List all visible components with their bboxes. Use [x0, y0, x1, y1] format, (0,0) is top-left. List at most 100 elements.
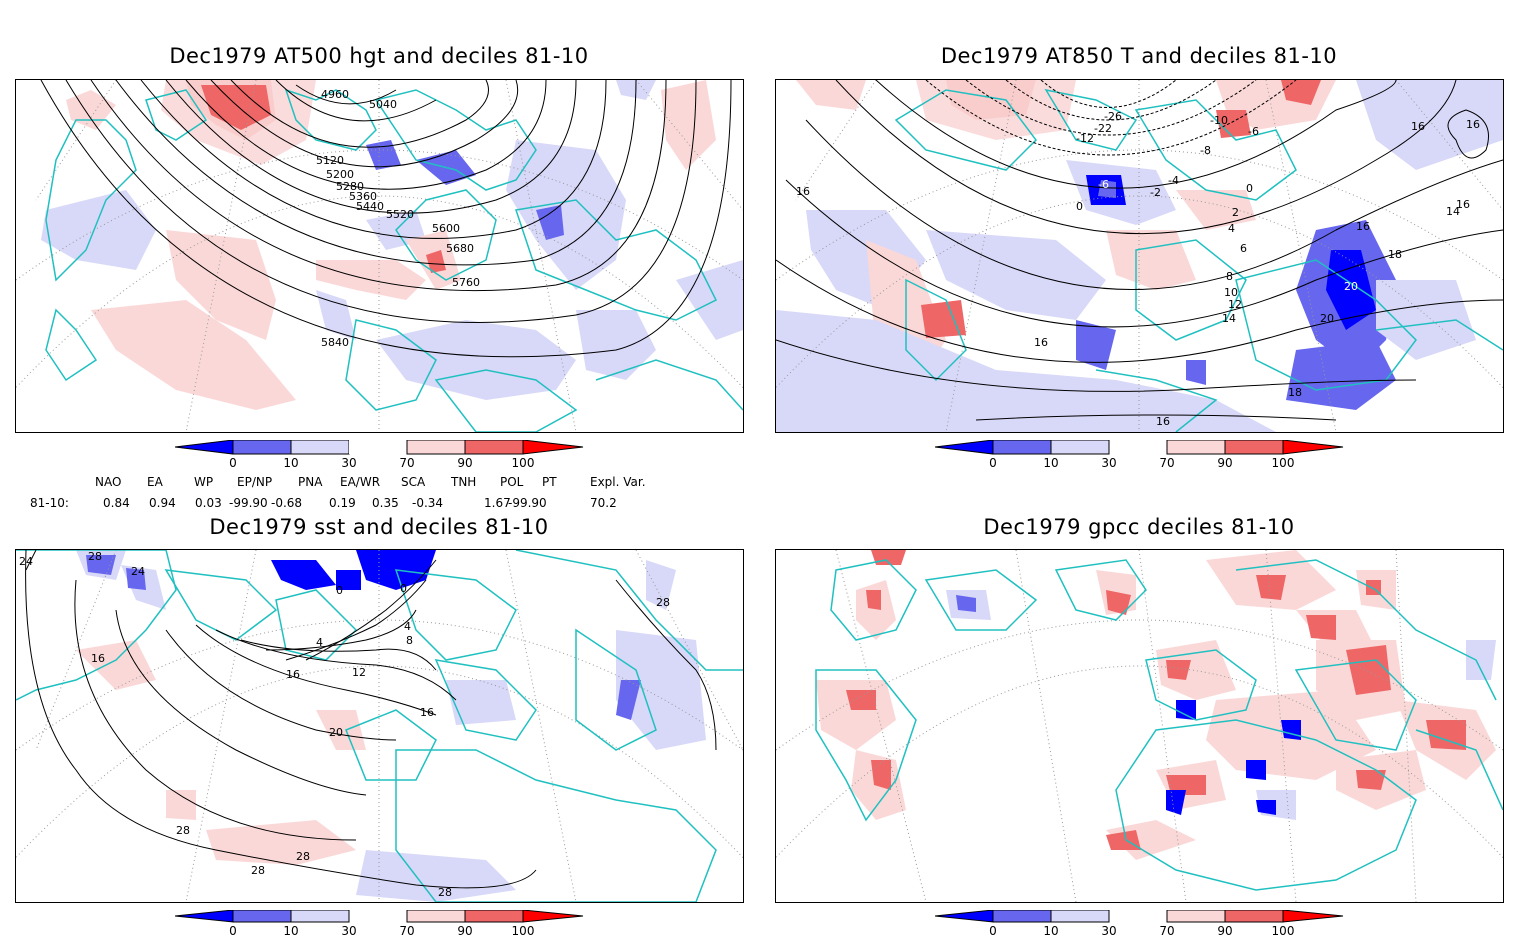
- svg-text:18: 18: [1388, 248, 1402, 261]
- svg-text:18: 18: [1288, 386, 1302, 399]
- map-t850-canvas: -26-22-12 -10-6-8 -6 -4-2 002 468 101214 …: [776, 80, 1503, 432]
- colorbar-hgt500-bar: [174, 439, 584, 455]
- index-header: Expl. Var.: [590, 475, 646, 489]
- svg-text:16: 16: [286, 668, 300, 681]
- svg-text:16: 16: [1466, 118, 1480, 131]
- colorbar-t850-bar: [934, 439, 1344, 455]
- cb-label: 90: [457, 924, 473, 938]
- cb-label: 70: [1159, 456, 1175, 470]
- index-value: 0.35: [372, 496, 399, 510]
- cb-label: 30: [341, 456, 357, 470]
- cb-label: 30: [341, 924, 357, 938]
- index-header: EP/NP: [237, 475, 273, 489]
- map-gpcc-canvas: [776, 550, 1503, 902]
- svg-text:20: 20: [329, 726, 343, 739]
- colorbar-sst-bar: [174, 909, 584, 923]
- svg-text:4: 4: [1228, 222, 1235, 235]
- svg-text:5840: 5840: [321, 336, 349, 349]
- panel-title-gpcc: Dec1979 gpcc deciles 81-10: [983, 515, 1295, 539]
- colorbar-sst: 0 10 30 70 90 100: [174, 909, 585, 940]
- index-value: -99.90: [508, 496, 547, 510]
- index-value: -0.68: [271, 496, 303, 510]
- cb-label: 10: [283, 924, 299, 938]
- svg-text:5760: 5760: [452, 276, 480, 289]
- map-gpcc: [775, 549, 1504, 903]
- svg-text:0: 0: [400, 582, 407, 595]
- cb-label: 100: [1271, 924, 1295, 938]
- svg-text:16: 16: [1034, 336, 1048, 349]
- svg-text:5040: 5040: [369, 98, 397, 111]
- svg-text:20: 20: [1344, 280, 1358, 293]
- svg-text:-2: -2: [1150, 186, 1161, 199]
- cb-label: 90: [1217, 456, 1233, 470]
- cb-label: 90: [457, 456, 473, 470]
- svg-text:-22: -22: [1094, 122, 1112, 135]
- colorbar-hgt500: 0 10 30 70 90 100: [174, 439, 585, 475]
- svg-text:16: 16: [796, 185, 810, 198]
- svg-text:-8: -8: [1200, 144, 1211, 157]
- cb-label: 100: [511, 924, 535, 938]
- svg-text:16: 16: [420, 706, 434, 719]
- cb-label: 30: [1101, 924, 1117, 938]
- index-value: 0.84: [103, 496, 130, 510]
- svg-text:12: 12: [1228, 298, 1242, 311]
- svg-text:28: 28: [88, 550, 102, 563]
- svg-text:14: 14: [1222, 312, 1236, 325]
- cb-label: 10: [1043, 456, 1059, 470]
- cb-label: 100: [1271, 456, 1295, 470]
- svg-text:6: 6: [1240, 242, 1247, 255]
- svg-text:14: 14: [1446, 205, 1460, 218]
- svg-text:28: 28: [296, 850, 310, 863]
- index-header: PNA: [298, 475, 323, 489]
- svg-text:8: 8: [1226, 270, 1233, 283]
- cb-label: 10: [283, 456, 299, 470]
- svg-text:24: 24: [19, 555, 33, 568]
- svg-text:-26: -26: [1104, 110, 1122, 123]
- cb-label: 70: [1159, 924, 1175, 938]
- svg-text:5120: 5120: [316, 154, 344, 167]
- colorbar-gpcc-bar: [934, 909, 1344, 923]
- index-value: -99.90: [229, 496, 268, 510]
- colorbar-t850: 0 10 30 70 90 100: [934, 439, 1345, 475]
- index-header: PT: [542, 475, 557, 489]
- index-value: -0.34: [412, 496, 444, 510]
- svg-text:5440: 5440: [356, 200, 384, 213]
- map-hgt500: 4960 5040 5120 5200 5280 5360 5440 5520 5600 5…: [15, 79, 744, 433]
- svg-text:0: 0: [1076, 200, 1083, 213]
- cb-label: 10: [1043, 924, 1059, 938]
- colorbar-gpcc: 0 10 30 70 90 100: [934, 909, 1345, 940]
- index-value: 1.67: [484, 496, 511, 510]
- teleconnection-indices: NAO EA WP EP/NP PNA EA/WR SCA TNH POL PT…: [0, 475, 760, 515]
- index-value: 0.19: [329, 496, 356, 510]
- index-header: TNH: [451, 475, 477, 489]
- svg-text:-10: -10: [1210, 114, 1228, 127]
- index-header: NAO: [95, 475, 122, 489]
- index-value: 70.2: [590, 496, 617, 510]
- svg-text:20: 20: [1320, 312, 1334, 325]
- cb-label: 70: [399, 456, 415, 470]
- svg-text:-12: -12: [1076, 132, 1094, 145]
- index-header: SCA: [401, 475, 426, 489]
- svg-text:5360: 5360: [349, 190, 377, 203]
- svg-text:28: 28: [438, 886, 452, 899]
- svg-text:5600: 5600: [432, 222, 460, 235]
- index-header: EA/WR: [340, 475, 381, 489]
- cb-label: 0: [989, 924, 997, 938]
- svg-text:-4: -4: [1168, 174, 1179, 187]
- svg-text:28: 28: [176, 824, 190, 837]
- svg-text:5680: 5680: [446, 242, 474, 255]
- cb-label: 70: [399, 924, 415, 938]
- svg-text:10: 10: [1224, 286, 1238, 299]
- svg-text:28: 28: [656, 596, 670, 609]
- svg-text:4960: 4960: [321, 88, 349, 101]
- svg-text:16: 16: [1356, 220, 1370, 233]
- svg-text:24: 24: [131, 565, 145, 578]
- cb-label: 0: [229, 924, 237, 938]
- cb-label: 90: [1217, 924, 1233, 938]
- svg-text:16: 16: [1456, 198, 1470, 211]
- svg-text:16: 16: [1411, 120, 1425, 133]
- svg-text:5520: 5520: [386, 208, 414, 221]
- svg-text:5280: 5280: [336, 180, 364, 193]
